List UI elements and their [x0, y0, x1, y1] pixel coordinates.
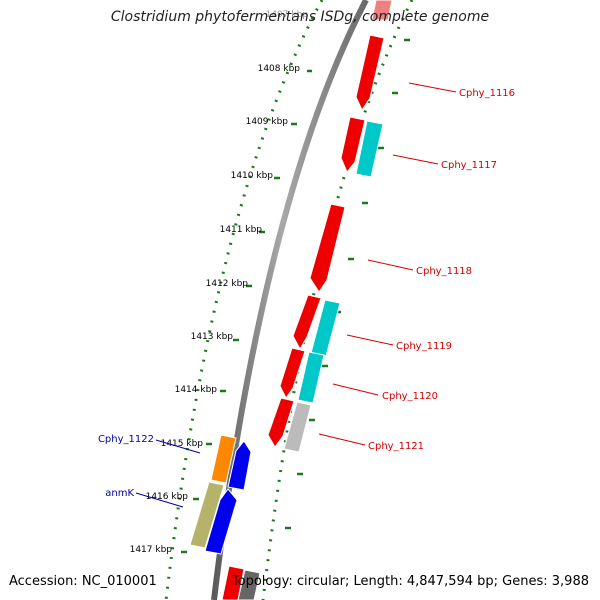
label-cphy-1118[interactable]: Cphy_1118 [416, 266, 472, 277]
outer-ruler-ticks [181, 69, 312, 554]
gene-cphy-1119-red[interactable] [292, 294, 322, 351]
reverse-genes [189, 434, 252, 555]
reverse-leader-lines [135, 439, 201, 508]
outer-ruler-line [164, 0, 324, 600]
gene-cphy-1121-red[interactable] [267, 397, 295, 448]
label-anmK[interactable]: anmK [105, 488, 134, 499]
gene-cphy-1122-orange[interactable] [210, 434, 237, 484]
tick-label-1407: 1407 kbp [266, 10, 309, 20]
gene-cphy-1120-red[interactable] [279, 347, 306, 399]
gene-cphy-1121-gray[interactable] [283, 401, 312, 453]
gene-cphy-1116[interactable] [355, 34, 385, 112]
label-cphy-1117[interactable]: Cphy_1117 [441, 160, 497, 171]
accession-text: Accession: NC_010001 [9, 574, 157, 589]
gene-anmK-khaki[interactable] [189, 481, 225, 549]
tick-label-1415: 1415 kbp [161, 439, 204, 449]
gene-bottom-darkgray[interactable] [237, 569, 261, 600]
label-cphy-1116[interactable]: Cphy_1116 [459, 88, 515, 99]
forward-leader-lines [318, 82, 457, 446]
gene-bottom-red[interactable] [221, 565, 245, 600]
gene-cphy-1120-cyan[interactable] [297, 351, 325, 404]
label-cphy-1120[interactable]: Cphy_1120 [382, 391, 438, 402]
gene-cphy-1122-blue[interactable] [227, 440, 252, 491]
inner-ruler-ticks [285, 38, 410, 530]
inner-ruler-line [261, 0, 414, 600]
tick-label-1409: 1409 kbp [246, 117, 289, 127]
map-title: Clostridium phytofermentans ISDg, comple… [110, 9, 490, 25]
tick-label-1411: 1411 kbp [220, 225, 263, 235]
gene-top-partial[interactable] [371, 0, 393, 21]
tick-label-1408: 1408 kbp [258, 64, 301, 74]
forward-genes [221, 0, 393, 600]
tick-label-1416: 1416 kbp [146, 492, 189, 502]
tick-label-1414: 1414 kbp [175, 385, 218, 395]
tick-label-1417: 1417 kbp [130, 545, 173, 555]
gene-cphy-1118[interactable] [309, 203, 346, 293]
tick-label-1410: 1410 kbp [231, 171, 274, 181]
tick-label-1412: 1412 kbp [206, 279, 249, 289]
genome-backbone [211, 0, 369, 600]
label-cphy-1122[interactable]: Cphy_1122 [98, 434, 154, 445]
label-cphy-1119[interactable]: Cphy_1119 [396, 341, 452, 352]
gene-anmK-blue[interactable] [204, 488, 238, 555]
topology-text: Topology: circular; Length: 4,847,594 bp… [231, 574, 589, 589]
gene-cphy-1117-red[interactable] [340, 116, 366, 173]
gene-cphy-1117-cyan[interactable] [355, 120, 384, 178]
label-cphy-1121[interactable]: Cphy_1121 [368, 441, 424, 452]
gene-cphy-1119-cyan[interactable] [310, 299, 341, 357]
tick-label-1413: 1413 kbp [191, 332, 234, 342]
